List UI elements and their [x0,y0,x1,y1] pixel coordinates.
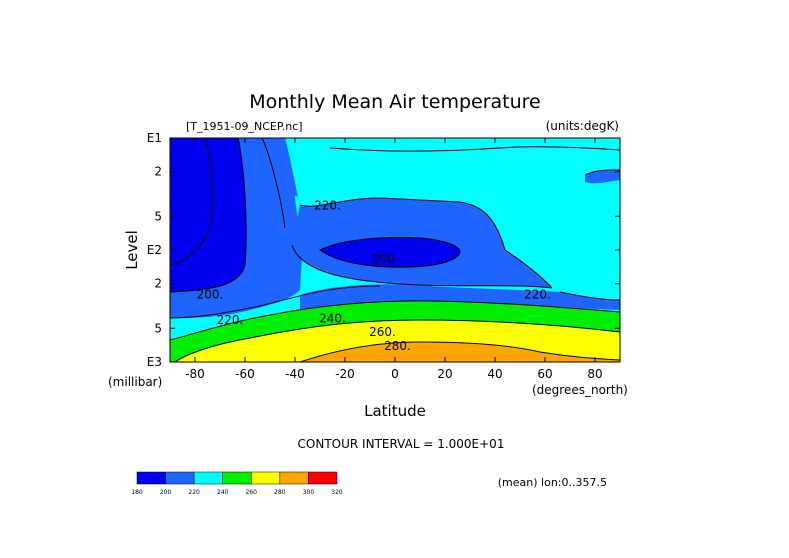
x-axis-label: Latitude [364,402,426,420]
units-label: (units:degK) [546,119,619,133]
y-tick-label: E3 [147,355,162,369]
chart-title: Monthly Mean Air temperature [249,91,540,113]
contour-line [329,146,620,152]
contour-line [299,197,553,289]
x-tick-label: 20 [437,367,452,381]
band-200-220-mid [300,284,620,310]
contour-label: 200. [197,288,224,302]
contour-label: 220. [217,313,244,327]
colorbar-label: 260 [246,489,258,496]
contour-line [299,341,620,362]
colorbar-label: 240 [217,489,229,496]
colorbar-swatch [308,471,338,485]
contour-label: 200. [372,252,399,266]
colorbar-label: 300 [303,489,315,496]
band-180-200-south [170,138,247,292]
y-units: (millibar) [108,375,162,389]
y-tick-label: 2 [154,277,162,291]
colorbar-swatch [222,471,252,485]
colorbar-label: 200 [160,489,172,496]
colorbar-label: 180 [131,489,143,496]
contour-interval: CONTOUR INTERVAL = 1.000E+01 [298,437,505,451]
contour-label: 260. [369,325,396,339]
band-280-300 [300,342,620,362]
contour-line [170,138,213,266]
colorbar: 180 200 220 240 260 280 300 320 [131,471,343,496]
x-tick-label: -40 [285,367,305,381]
contour-line [291,244,553,289]
x-tick-label: 60 [537,367,552,381]
colorbar-swatch [251,471,281,485]
contour-label: 220. [314,198,341,212]
colorbar-label: 280 [274,489,286,496]
contour-line [170,138,247,293]
contour-line [170,285,381,319]
y-tick-label: 2 [154,165,162,179]
contour-line [584,169,620,176]
file-label: [T_1951-09_NCEP.nc] [186,120,303,133]
contour-line [174,319,620,362]
colorbar-swatch [136,471,166,485]
x-tick-label: 0 [391,367,399,381]
footnote: (mean) lon:0..357.5 [498,476,607,489]
y-tick-label: E2 [147,243,162,257]
x-tick-label: -60 [235,367,255,381]
contour-fill [170,138,620,362]
contour-label: 240. [319,312,346,326]
contour-label: 280. [384,339,411,353]
contour-line [559,291,620,301]
y-axis-label: Level [123,230,141,270]
x-tick-label: -20 [335,367,355,381]
band-180-200-core [320,237,460,268]
band-200-220-north [585,170,620,184]
colorbar-label: 220 [188,489,200,496]
contour-line [261,138,286,229]
contour-line [170,300,620,341]
y-tick-label: 5 [154,321,162,335]
colorbar-swatch [165,471,195,485]
y-tick-label: E1 [147,131,162,145]
y-tick-label: 5 [154,209,162,223]
x-units: (degrees_north) [532,383,628,397]
x-tick-label: -80 [185,367,205,381]
colorbar-swatch [279,471,309,485]
contour-label: 220. [524,288,551,302]
x-tick-label: 80 [587,367,602,381]
contour-line [319,237,461,268]
colorbar-swatch [193,471,223,485]
x-tick-label: 40 [487,367,502,381]
colorbar-label: 320 [331,489,343,496]
